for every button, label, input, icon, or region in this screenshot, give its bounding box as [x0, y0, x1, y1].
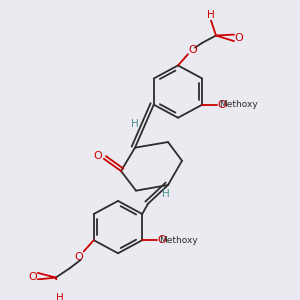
Text: O: O [158, 235, 167, 245]
Text: O: O [218, 100, 226, 110]
Text: Methoxy: Methoxy [159, 236, 198, 245]
Text: H: H [162, 189, 170, 200]
Text: O: O [74, 252, 83, 262]
Text: O: O [28, 272, 37, 282]
Text: O: O [235, 33, 243, 43]
Text: O: O [189, 46, 197, 56]
Text: O: O [94, 151, 102, 161]
Text: H: H [56, 293, 64, 300]
Text: Methoxy: Methoxy [219, 100, 258, 109]
Text: H: H [207, 10, 215, 20]
Text: H: H [130, 119, 138, 129]
